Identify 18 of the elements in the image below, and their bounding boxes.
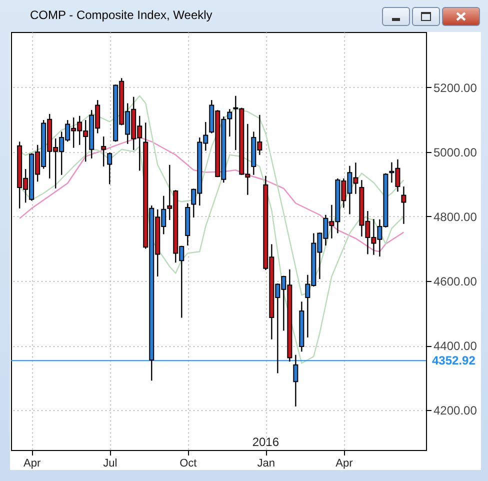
x-tick-label: Jan: [257, 458, 276, 470]
y-tick-label: 5000.00: [434, 145, 478, 160]
y-tick-label: 5200.00: [434, 80, 478, 95]
chart-title: COMP - Composite Index, Weekly: [30, 8, 212, 22]
y-tick-label: 4600.00: [434, 274, 478, 288]
candlestick: [293, 354, 298, 408]
candlestick: [401, 186, 406, 225]
ref-line-label: 4352.92: [432, 354, 476, 368]
y-tick-label: 4800.00: [434, 210, 478, 224]
x-tick-label: Jul: [103, 458, 118, 470]
candlestick: [101, 136, 106, 168]
x-tick-label: Oct: [180, 458, 197, 470]
candlestick: [107, 152, 112, 185]
x-tick-label: Apr: [24, 458, 41, 470]
y-tick-label: 4200.00: [434, 404, 478, 418]
x-tick-label: Apr: [336, 458, 354, 470]
annotation: 2016: [252, 435, 280, 449]
y-tick-label: 4400.00: [434, 339, 478, 353]
